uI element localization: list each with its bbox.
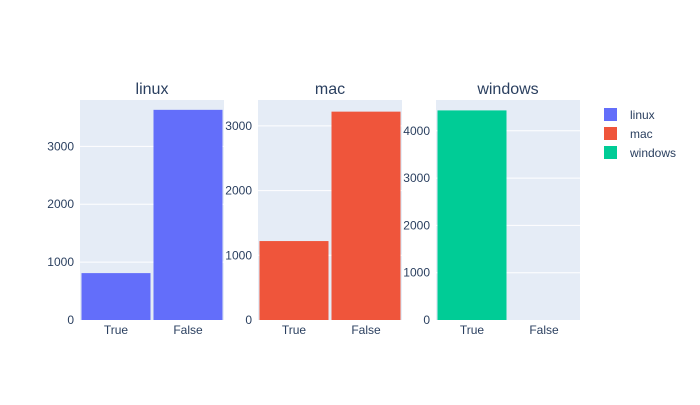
bar-mac-false	[331, 111, 401, 320]
y-tick-label-linux-0: 0	[67, 313, 74, 327]
legend-swatch-windows	[604, 146, 617, 159]
y-tick-label-mac-1000: 1000	[225, 248, 252, 262]
x-tick-label-linux-true: True	[104, 323, 129, 337]
x-tick-label-windows-false: False	[529, 323, 559, 337]
x-tick-label-windows-true: True	[460, 323, 485, 337]
y-tick-label-windows-0: 0	[423, 313, 430, 327]
legend-swatch-linux	[604, 108, 617, 121]
subplot-title-windows: windows	[476, 81, 538, 98]
y-tick-label-linux-1000: 1000	[47, 255, 74, 269]
y-tick-label-mac-2000: 2000	[225, 184, 252, 198]
y-tick-label-linux-3000: 3000	[47, 139, 74, 153]
y-tick-label-mac-3000: 3000	[225, 119, 252, 133]
y-tick-label-linux-2000: 2000	[47, 197, 74, 211]
x-tick-label-mac-true: True	[282, 323, 307, 337]
legend-label-windows: windows	[629, 146, 676, 160]
y-tick-label-windows-3000: 3000	[403, 171, 430, 185]
y-tick-label-windows-1000: 1000	[403, 266, 430, 280]
y-tick-label-mac-0: 0	[245, 313, 252, 327]
bar-mac-true	[259, 241, 329, 320]
x-tick-label-mac-false: False	[351, 323, 381, 337]
subplot-title-mac: mac	[315, 81, 345, 98]
y-tick-label-windows-2000: 2000	[403, 218, 430, 232]
y-tick-label-windows-4000: 4000	[403, 124, 430, 138]
bar-windows-true	[437, 110, 507, 320]
subplot-title-linux: linux	[136, 81, 169, 98]
x-tick-label-linux-false: False	[173, 323, 203, 337]
bar-linux-true	[81, 273, 151, 320]
legend-label-linux: linux	[630, 108, 655, 122]
bar-linux-false	[153, 109, 223, 320]
legend-label-mac: mac	[630, 127, 653, 141]
legend-swatch-mac	[604, 127, 617, 140]
